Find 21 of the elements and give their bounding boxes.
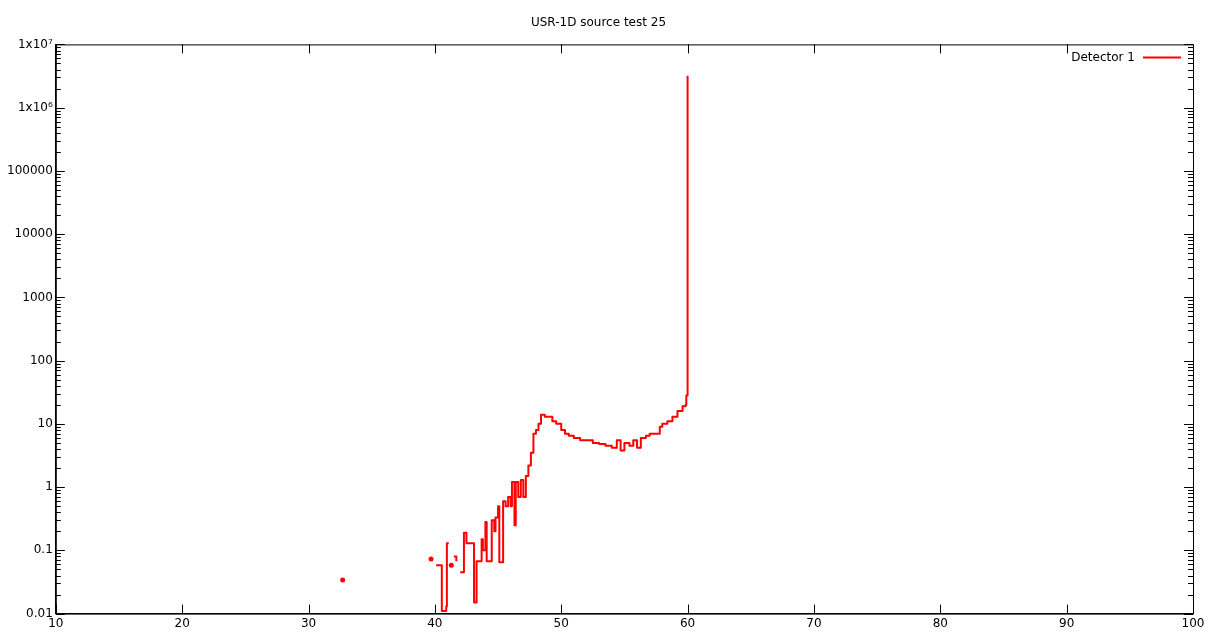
- x-tick-label: 50: [553, 615, 569, 630]
- chart-title: USR-1D source test 25: [530, 15, 667, 30]
- x-tick-label: 100: [1181, 615, 1205, 630]
- x-tick-label: 90: [1059, 615, 1075, 630]
- x-tick-label: 30: [300, 615, 317, 630]
- text: Detector 1: [1071, 49, 1135, 64]
- x-tick-label: 70: [806, 615, 822, 630]
- y-tick-label: 1x10⁷: [17, 36, 53, 51]
- x-tick-label: 20: [174, 615, 190, 630]
- y-tick-label: 100: [29, 352, 53, 367]
- y-tick-label: 10000: [14, 226, 53, 241]
- y-tick-label: 1000: [22, 289, 53, 304]
- y-tick-label: 100000: [7, 163, 53, 178]
- x-tick-label: 80: [932, 615, 948, 630]
- y-tick-label: 10: [37, 415, 53, 430]
- y-tick-label: 0.1: [33, 542, 53, 557]
- y-tick-label: 1x10⁶: [17, 99, 53, 114]
- x-tick-label: 10: [48, 615, 64, 630]
- y-tick-label: 1: [45, 479, 53, 494]
- x-tick-label: 60: [679, 615, 696, 630]
- x-tick-label: 40: [427, 615, 443, 630]
